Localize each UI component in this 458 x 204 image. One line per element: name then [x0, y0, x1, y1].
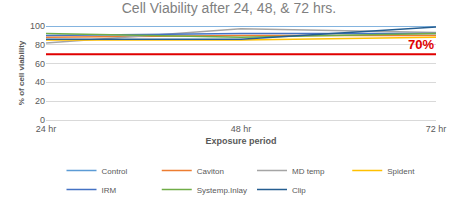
svg-text:72 hr: 72 hr [426, 124, 447, 134]
svg-text:% of cell viability: % of cell viability [17, 40, 26, 105]
svg-text:100: 100 [30, 21, 45, 31]
svg-text:Cell Viability after 24, 48, &: Cell Viability after 24, 48, & 72 hrs. [122, 0, 337, 16]
svg-text:Systemp.Inlay: Systemp.Inlay [197, 186, 247, 195]
svg-text:80: 80 [35, 40, 45, 50]
svg-text:48 hr: 48 hr [231, 124, 252, 134]
svg-text:70%: 70% [408, 37, 434, 52]
svg-text:IRM: IRM [102, 186, 117, 195]
svg-text:24 hr: 24 hr [36, 124, 57, 134]
svg-text:MD temp: MD temp [292, 167, 325, 176]
svg-text:Exposure period: Exposure period [205, 136, 276, 146]
svg-text:Caviton: Caviton [197, 167, 224, 176]
svg-text:Spident: Spident [387, 167, 415, 176]
svg-text:60: 60 [35, 59, 45, 69]
svg-text:20: 20 [35, 96, 45, 106]
svg-text:Control: Control [102, 167, 128, 176]
svg-text:40: 40 [35, 77, 45, 87]
svg-text:Clip: Clip [292, 186, 306, 195]
svg-text:0: 0 [40, 115, 45, 125]
